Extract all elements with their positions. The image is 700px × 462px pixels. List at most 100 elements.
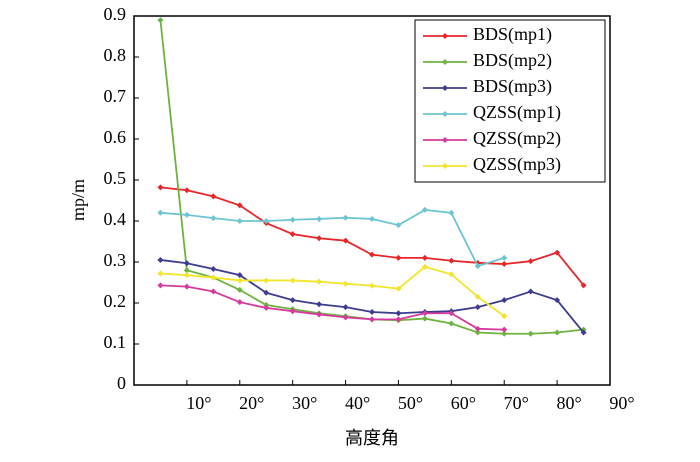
x-tick-label: 90° (609, 393, 634, 413)
y-tick-label: 0.1 (104, 332, 127, 352)
y-tick-label: 0.3 (104, 250, 127, 270)
point (289, 308, 296, 315)
point (183, 272, 190, 279)
point (501, 330, 508, 337)
point (157, 17, 164, 24)
y-tick-label: 0.6 (104, 127, 127, 147)
x-tick-label: 30° (292, 393, 317, 413)
legend-marker (442, 137, 448, 143)
point (501, 297, 508, 304)
point (395, 310, 402, 317)
point (289, 216, 296, 223)
point (501, 313, 508, 320)
point (236, 286, 243, 293)
series-line (160, 265, 505, 317)
point (183, 267, 190, 274)
series-line (160, 284, 505, 331)
series (157, 282, 508, 333)
point (342, 304, 349, 311)
point (527, 258, 534, 265)
legend-marker (442, 163, 448, 169)
point (474, 293, 481, 300)
point (236, 202, 243, 209)
y-axis-label: mp/m (68, 179, 88, 221)
legend-label: BDS(mp3) (473, 76, 552, 97)
point (263, 289, 270, 296)
point (369, 215, 375, 222)
point (157, 209, 164, 216)
point (501, 261, 508, 268)
point (342, 280, 349, 287)
x-tick-label: 40° (345, 393, 370, 413)
point (210, 265, 217, 272)
point (263, 218, 270, 224)
y-tick-label: 0.4 (104, 209, 127, 229)
point (157, 256, 164, 263)
x-tick-label: 80° (557, 393, 582, 413)
y-tick-label: 0.7 (104, 86, 127, 106)
point (210, 193, 217, 200)
point (554, 297, 561, 304)
point (448, 310, 455, 317)
point (554, 329, 561, 336)
legend-label: QZSS(mp2) (473, 128, 561, 149)
point (369, 309, 375, 316)
x-tick-label: 50° (398, 393, 423, 413)
point (183, 211, 190, 218)
y-tick-label: 0.8 (104, 45, 127, 65)
series (157, 263, 508, 320)
point (527, 288, 534, 295)
series (157, 256, 587, 336)
point (474, 304, 481, 311)
point (395, 254, 402, 261)
x-tick-label: 20° (239, 393, 264, 413)
point (501, 326, 508, 333)
point (421, 206, 428, 213)
x-tick-label: 70° (504, 393, 529, 413)
point (474, 325, 481, 332)
point (474, 329, 481, 336)
point (342, 237, 349, 244)
y-tick-label: 0 (117, 373, 126, 393)
point (236, 299, 243, 306)
point (448, 257, 455, 264)
point (210, 274, 217, 281)
legend-marker (442, 85, 448, 91)
point (263, 304, 270, 311)
point (527, 330, 534, 337)
legend-label: BDS(mp1) (473, 24, 552, 45)
point (395, 222, 402, 229)
point (421, 263, 428, 270)
point (501, 254, 508, 261)
point (395, 316, 402, 323)
point (316, 301, 323, 308)
series (157, 206, 508, 270)
point (236, 277, 243, 284)
point (395, 285, 402, 292)
point (448, 271, 455, 278)
legend-marker (442, 59, 448, 65)
point (342, 314, 349, 321)
x-tick-label: 60° (451, 393, 476, 413)
point (236, 272, 243, 279)
point (183, 283, 190, 290)
point (554, 249, 561, 256)
point (369, 251, 375, 258)
point (421, 310, 428, 317)
legend-label: QZSS(mp1) (473, 102, 561, 123)
series (157, 184, 587, 289)
point (448, 209, 455, 216)
point (157, 184, 164, 191)
legend-box (414, 19, 606, 183)
point (448, 320, 455, 327)
point (183, 187, 190, 194)
point (316, 235, 323, 242)
point (183, 260, 190, 267)
point (236, 218, 243, 224)
point (421, 315, 428, 322)
point (289, 277, 296, 284)
point (210, 215, 217, 222)
point (369, 316, 375, 323)
